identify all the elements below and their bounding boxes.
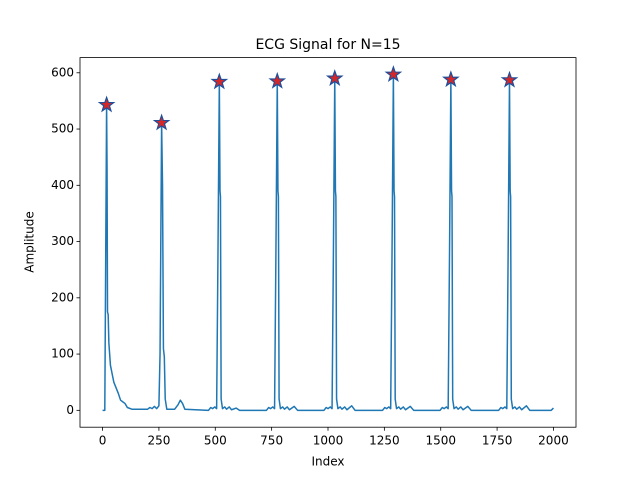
peak-marker: [500, 70, 519, 88]
x-tick-label: 0: [99, 434, 107, 448]
x-tick-label: 1500: [425, 434, 456, 448]
x-tick-label: 500: [204, 434, 227, 448]
peak-marker: [97, 95, 116, 113]
y-tick-label: 500: [51, 122, 74, 136]
x-tick-label: 1250: [369, 434, 400, 448]
axes-frame: [79, 57, 577, 428]
x-tick-label: 250: [147, 434, 170, 448]
peak-marker: [384, 65, 403, 83]
y-tick-label: 400: [51, 178, 74, 192]
y-tick-label: 0: [66, 403, 74, 417]
x-tick-label: 2000: [538, 434, 569, 448]
peak-marker: [152, 113, 171, 131]
y-tick-label: 200: [51, 290, 74, 304]
signal-line: [102, 73, 554, 412]
x-tick-label: 1000: [313, 434, 344, 448]
x-axis-label: Index: [311, 455, 344, 469]
peak-marker: [268, 71, 287, 89]
y-tick-label: 600: [51, 65, 74, 79]
peak-marker: [442, 70, 460, 88]
x-tick-label: 1750: [482, 434, 513, 448]
peak-marker: [325, 69, 344, 86]
x-tick-label: 750: [260, 434, 283, 448]
y-tick-label: 100: [51, 347, 74, 361]
chart-title: ECG Signal for N=15: [255, 37, 400, 53]
y-axis-label: Amplitude: [23, 211, 37, 273]
peak-marker: [210, 72, 229, 90]
y-tick-label: 300: [51, 234, 74, 248]
